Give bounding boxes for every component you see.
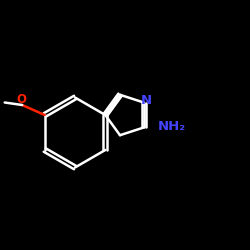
Text: N: N bbox=[141, 94, 152, 106]
Text: O: O bbox=[16, 93, 26, 106]
Text: NH₂: NH₂ bbox=[158, 120, 186, 133]
